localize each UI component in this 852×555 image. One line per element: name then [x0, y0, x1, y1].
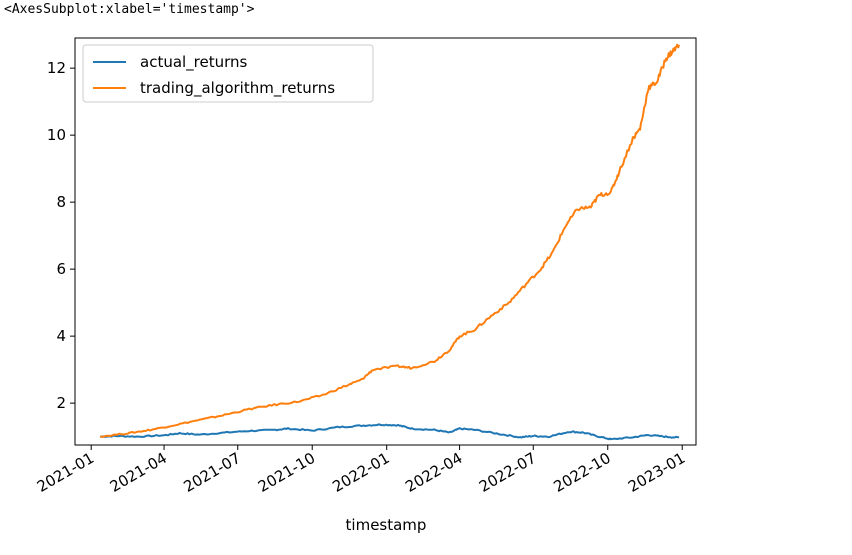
y-tick-label: 12 [47, 59, 66, 77]
legend: actual_returns trading_algorithm_returns [82, 44, 374, 103]
y-tick-label: 6 [56, 260, 66, 278]
legend-label-actual-returns: actual_returns [140, 53, 248, 72]
series-layer [99, 43, 680, 441]
legend-label-trading-algorithm-returns: trading_algorithm_returns [140, 79, 335, 98]
x-tick-label: 2022-04 [402, 449, 465, 496]
x-tick-label: 2022-10 [550, 449, 613, 496]
x-tick-label: 2022-07 [476, 449, 539, 496]
x-tick-label: 2021-01 [34, 449, 97, 496]
x-tick-label: 2021-10 [255, 449, 318, 496]
axes-frame [74, 37, 697, 446]
plot-area [75, 38, 696, 445]
cell-output-repr: <AxesSubplot:xlabel='timestamp'> [4, 2, 255, 17]
x-tick-label: 2021-07 [180, 449, 243, 496]
y-tick-label: 2 [56, 394, 66, 412]
x-tick-label: 2021-04 [107, 449, 170, 496]
legend-box [82, 44, 374, 103]
y-tick-label: 10 [47, 126, 66, 144]
y-tick-label: 8 [56, 193, 66, 211]
x-axis-title: timestamp [346, 516, 427, 534]
y-tick-label: 4 [56, 327, 66, 345]
x-tick-label: 2023-01 [625, 449, 688, 496]
y-axis: 2 4 6 8 10 12 [47, 59, 75, 412]
series-line-actual-returns [100, 423, 680, 441]
series-line-trading-algorithm-returns [99, 43, 680, 438]
x-axis: 2021-01 2021-04 2021-07 2021-10 2022-01 2022-… [34, 445, 688, 496]
x-tick-label: 2022-01 [329, 449, 392, 496]
